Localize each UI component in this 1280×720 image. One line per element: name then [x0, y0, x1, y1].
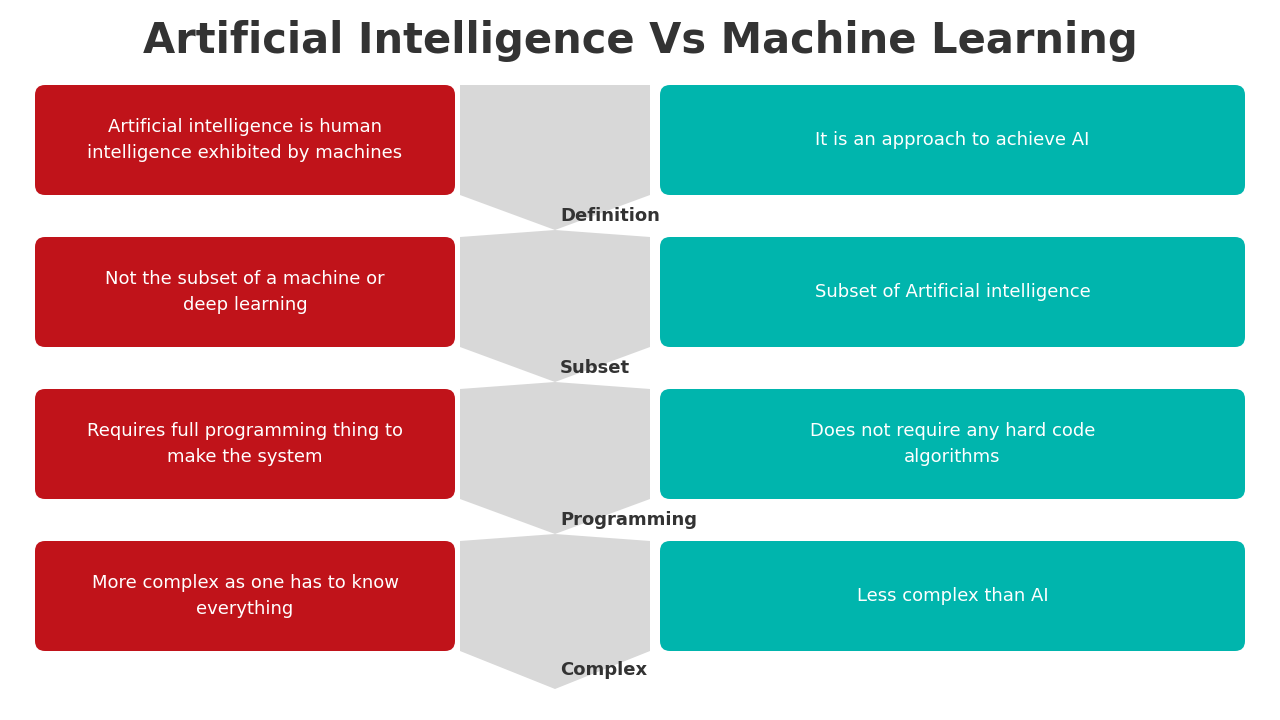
FancyBboxPatch shape — [660, 237, 1245, 347]
Polygon shape — [460, 85, 650, 689]
Text: Definition: Definition — [561, 207, 660, 225]
FancyBboxPatch shape — [35, 237, 454, 347]
FancyBboxPatch shape — [35, 389, 454, 499]
Text: Programming: Programming — [561, 511, 698, 529]
Text: It is an approach to achieve AI: It is an approach to achieve AI — [815, 131, 1089, 149]
FancyBboxPatch shape — [660, 85, 1245, 195]
Text: Less complex than AI: Less complex than AI — [856, 587, 1048, 605]
FancyBboxPatch shape — [660, 541, 1245, 651]
Text: Requires full programming thing to
make the system: Requires full programming thing to make … — [87, 423, 403, 466]
Text: Subset: Subset — [561, 359, 630, 377]
Text: Does not require any hard code
algorithms: Does not require any hard code algorithm… — [810, 423, 1096, 466]
FancyBboxPatch shape — [660, 389, 1245, 499]
Text: Artificial intelligence is human
intelligence exhibited by machines: Artificial intelligence is human intelli… — [87, 119, 403, 161]
Text: Subset of Artificial intelligence: Subset of Artificial intelligence — [814, 283, 1091, 301]
Text: Complex: Complex — [561, 661, 648, 679]
Text: Artificial Intelligence Vs Machine Learning: Artificial Intelligence Vs Machine Learn… — [142, 20, 1138, 62]
Text: Not the subset of a machine or
deep learning: Not the subset of a machine or deep lear… — [105, 271, 385, 313]
FancyBboxPatch shape — [35, 541, 454, 651]
Text: More complex as one has to know
everything: More complex as one has to know everythi… — [91, 575, 398, 618]
FancyBboxPatch shape — [35, 85, 454, 195]
